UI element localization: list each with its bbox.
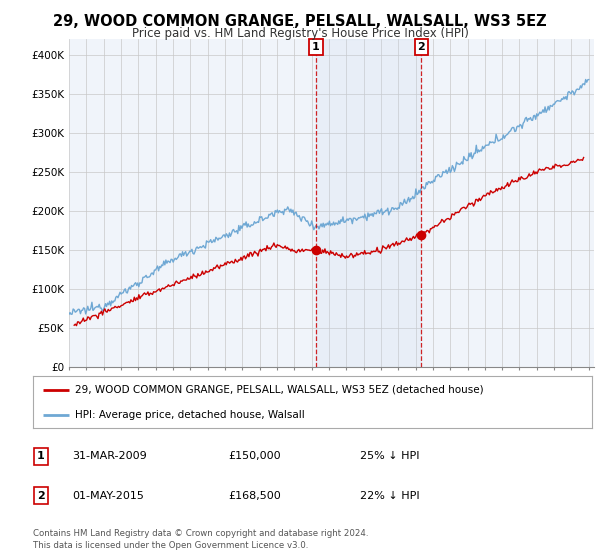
Text: 01-MAY-2015: 01-MAY-2015	[72, 491, 144, 501]
Text: 22% ↓ HPI: 22% ↓ HPI	[360, 491, 419, 501]
Text: 25% ↓ HPI: 25% ↓ HPI	[360, 451, 419, 461]
Text: HPI: Average price, detached house, Walsall: HPI: Average price, detached house, Wals…	[75, 410, 305, 420]
Text: Price paid vs. HM Land Registry's House Price Index (HPI): Price paid vs. HM Land Registry's House …	[131, 27, 469, 40]
Bar	[316, 39, 421, 367]
Text: 1: 1	[37, 451, 44, 461]
Text: £150,000: £150,000	[228, 451, 281, 461]
Text: 1: 1	[312, 42, 320, 52]
Text: £168,500: £168,500	[228, 491, 281, 501]
Text: 2: 2	[37, 491, 44, 501]
Text: 31-MAR-2009: 31-MAR-2009	[72, 451, 147, 461]
Text: 29, WOOD COMMON GRANGE, PELSALL, WALSALL, WS3 5EZ: 29, WOOD COMMON GRANGE, PELSALL, WALSALL…	[53, 14, 547, 29]
Text: 29, WOOD COMMON GRANGE, PELSALL, WALSALL, WS3 5EZ (detached house): 29, WOOD COMMON GRANGE, PELSALL, WALSALL…	[75, 385, 484, 395]
Text: 2: 2	[418, 42, 425, 52]
Text: Contains HM Land Registry data © Crown copyright and database right 2024.
This d: Contains HM Land Registry data © Crown c…	[33, 529, 368, 550]
